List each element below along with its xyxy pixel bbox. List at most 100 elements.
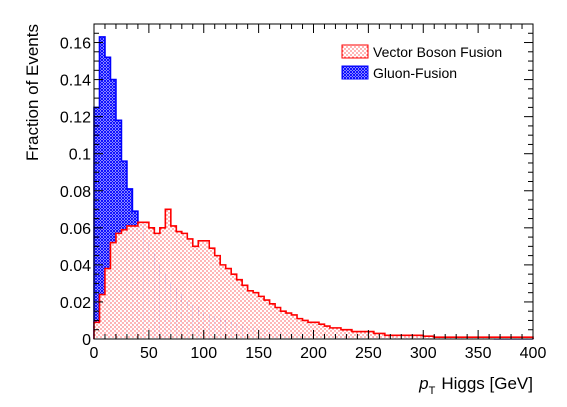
bar-vbf (401, 335, 407, 339)
plot-frame (93, 23, 534, 340)
bar-vbf (500, 337, 506, 339)
bar-vbf (121, 229, 127, 339)
y-tick-label: 0 (82, 332, 91, 349)
bar-ggf (110, 79, 116, 340)
bar-ggf (99, 36, 105, 340)
bar-vbf (522, 337, 528, 339)
bar-vbf (203, 240, 210, 339)
y-tick-label: 0.06 (60, 221, 91, 238)
bar-vbf (286, 313, 292, 339)
bar-vbf (335, 327, 341, 339)
x-tick-label: 50 (140, 345, 158, 362)
bar-vbf (351, 331, 358, 339)
x-axis-title: pT Higgs [GeV] (418, 374, 533, 397)
bar-vbf (269, 303, 276, 339)
bar-vbf (176, 231, 182, 339)
bar-vbf (297, 318, 303, 339)
series-outline-vbf (93, 208, 534, 339)
bar-vbf (423, 336, 429, 339)
x-tick-label: 400 (520, 345, 547, 362)
bar-vbf (132, 225, 138, 339)
x-tick-label: 0 (90, 345, 99, 362)
y-tick-label: 0.12 (60, 110, 91, 127)
bar-vbf (181, 233, 188, 339)
x-tick-label: 250 (355, 345, 382, 362)
bar-vbf (275, 307, 281, 339)
legend-label-vbf: Vector Boson Fusion (373, 44, 502, 60)
bar-vbf (165, 209, 171, 339)
bar-vbf (467, 337, 473, 339)
bar-vbf (148, 227, 155, 339)
bar-vbf (489, 337, 495, 339)
bar-vbf (302, 320, 309, 339)
bar-vbf (236, 279, 243, 339)
bar-vbf (170, 225, 177, 339)
bar-vbf (434, 337, 440, 339)
series-layer (93, 36, 534, 340)
bar-ggf (115, 120, 122, 340)
bar-vbf (154, 233, 160, 339)
bar-vbf (280, 311, 287, 339)
bar-vbf (362, 331, 369, 339)
y-tick-label: 0.1 (69, 147, 91, 164)
bar-vbf (209, 248, 215, 339)
bar-vbf (94, 322, 100, 339)
bar-vbf (412, 335, 418, 339)
axis-ticks: 0 50 100 150 200 250 300 350 400 0 0.02 0.04 0.06 0.0… (60, 23, 547, 362)
bar-vbf (264, 300, 270, 339)
bar-vbf (511, 337, 517, 339)
y-tick-label: 0.02 (60, 295, 91, 312)
x-tick-label: 150 (245, 345, 272, 362)
y-axis-title: Fraction of Events (23, 24, 42, 161)
bar-vbf (428, 336, 435, 339)
x-axis-title-var: p (418, 374, 428, 393)
bar-vbf (214, 255, 221, 339)
bar-vbf (225, 268, 232, 339)
bar-ggf (104, 57, 111, 340)
bar-vbf (159, 227, 166, 339)
bar-vbf (220, 264, 226, 339)
bar-vbf (340, 329, 347, 339)
bar-vbf (231, 274, 237, 339)
bar-vbf (390, 335, 396, 339)
x-tick-label: 350 (465, 345, 492, 362)
bar-vbf (483, 337, 490, 339)
bar-vbf (417, 335, 424, 339)
y-tick-label: 0.16 (60, 36, 91, 53)
bar-vbf (187, 238, 193, 339)
bar-vbf (472, 337, 479, 339)
bar-vbf (329, 327, 336, 339)
bar-vbf (308, 322, 314, 339)
bar-vbf (115, 233, 122, 339)
bar-vbf (99, 294, 105, 339)
legend-swatch-vbf (341, 44, 369, 59)
bar-vbf (357, 331, 363, 339)
bar-vbf (516, 337, 523, 339)
series-vbf (93, 208, 534, 339)
bar-vbf (406, 335, 413, 339)
bar-vbf (450, 337, 457, 339)
y-tick-label: 0.08 (60, 184, 91, 201)
x-tick-label: 300 (410, 345, 437, 362)
bar-vbf (384, 335, 391, 339)
bar-vbf (445, 337, 451, 339)
bar-vbf (368, 331, 374, 339)
legend-label-ggf: Gluon-Fusion (373, 65, 457, 81)
bar-vbf (379, 333, 385, 339)
bar-vbf (324, 326, 330, 339)
x-tick-label: 100 (190, 345, 217, 362)
bar-vbf (253, 292, 259, 339)
bar-vbf (258, 296, 265, 339)
legend: Vector Boson Fusion Gluon-Fusion (341, 44, 502, 81)
bar-vbf (242, 285, 248, 339)
bar-ggf (94, 107, 100, 339)
bar-vbf (478, 337, 484, 339)
bar-vbf (247, 290, 254, 339)
bar-vbf (373, 333, 380, 339)
bar-vbf (126, 225, 133, 339)
bar-vbf (313, 322, 319, 339)
bar-vbf (395, 335, 402, 339)
bar-vbf (439, 337, 446, 339)
bar-vbf (318, 324, 325, 339)
